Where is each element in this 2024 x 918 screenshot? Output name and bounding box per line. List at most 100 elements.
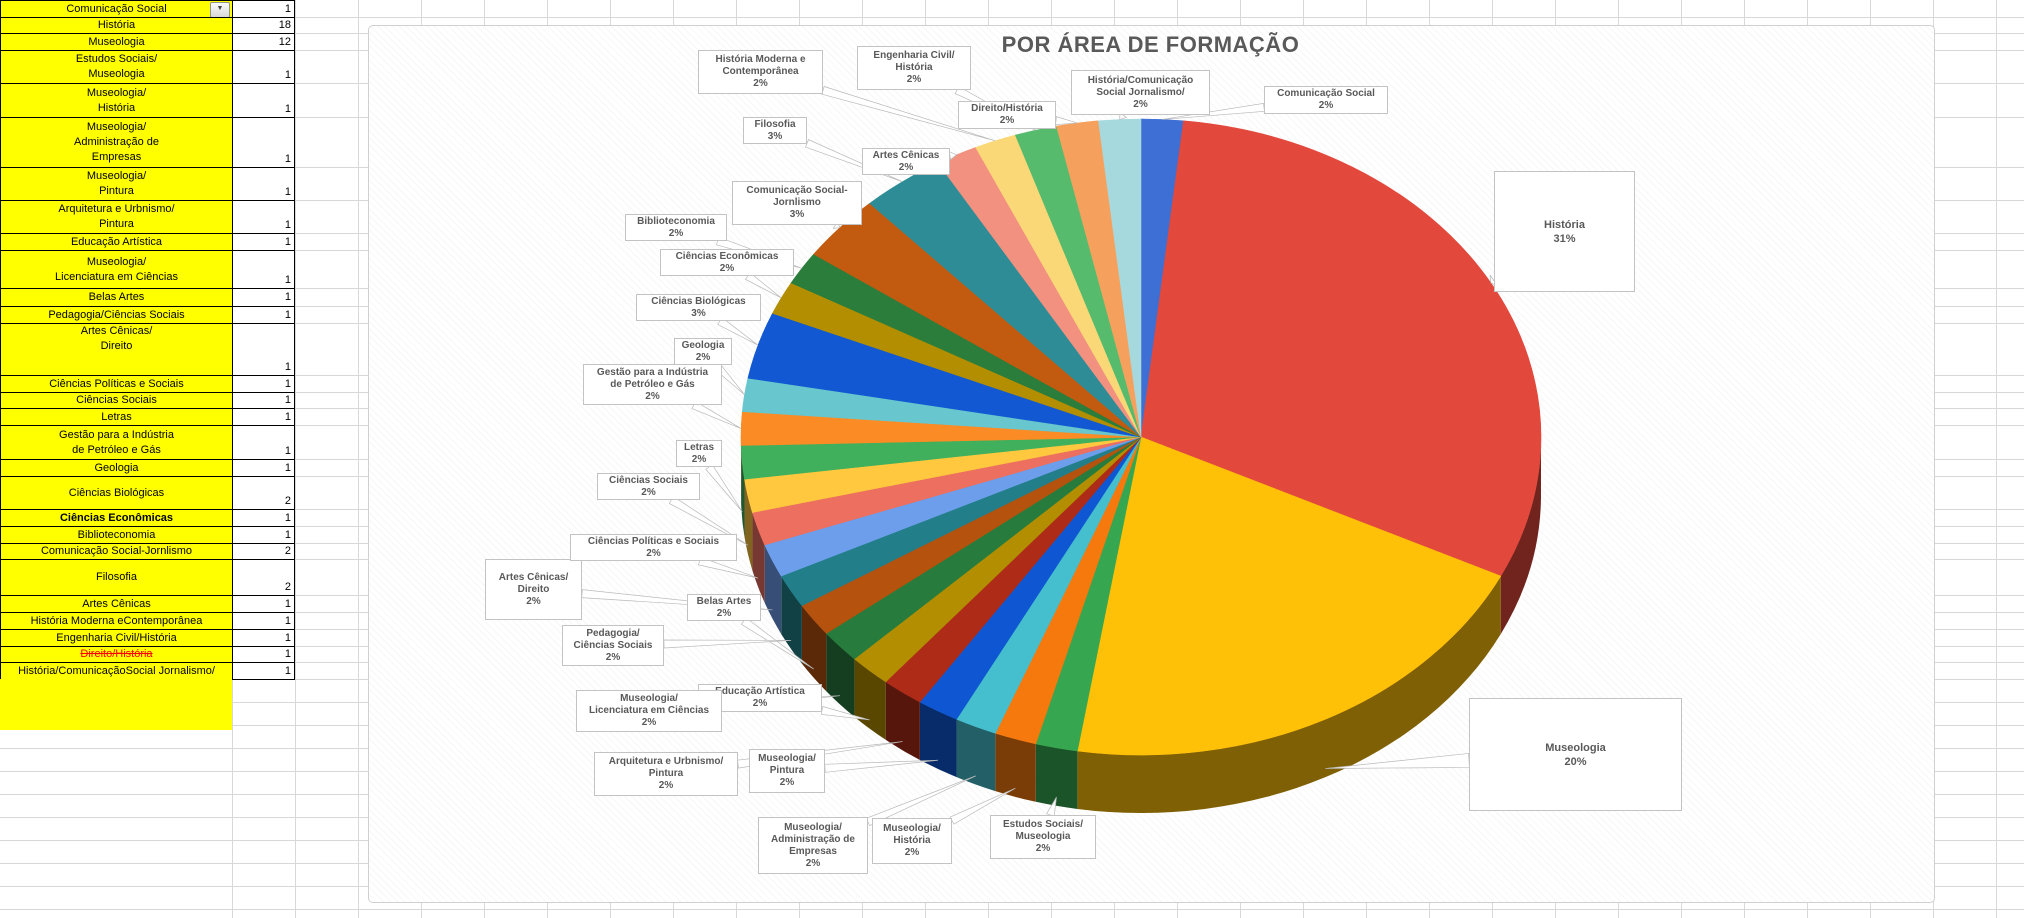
pie-slice-3[interactable] (1077, 436, 1502, 756)
count-cell[interactable]: 1 (232, 307, 295, 324)
pie-data-label-12[interactable]: Pedagogia/Ciências Sociais 2% (562, 625, 664, 666)
category-cell[interactable]: Engenharia Civil/História (0, 630, 232, 647)
count-value: 1 (284, 648, 291, 660)
category-cell[interactable]: Biblioteconomia (0, 527, 232, 544)
pie-data-label-26[interactable]: Engenharia Civil/História 2% (857, 46, 971, 90)
table-row: Museologia/Administração de Empresas 1 (0, 118, 295, 168)
category-cell[interactable]: Museologia/História (0, 84, 232, 118)
pie-data-label-18[interactable]: Geologia 2% (674, 338, 732, 365)
category-cell[interactable]: Arquitetura e Urbnismo/Pintura (0, 201, 232, 234)
count-cell[interactable]: 1 (232, 289, 295, 307)
pie-data-label-21[interactable]: Biblioteconomia 2% (625, 214, 727, 241)
table-row: Ciências Políticas e Sociais 1 (0, 376, 295, 393)
autofilter-dropdown-icon[interactable]: ▼ (210, 2, 230, 17)
count-cell[interactable]: 1 (232, 510, 295, 527)
category-cell[interactable]: História/ComunicaçãoSocial Jornalismo/ (0, 663, 232, 680)
count-cell[interactable]: 1 (232, 460, 295, 477)
count-cell[interactable]: 12 (232, 34, 295, 51)
chart-title[interactable]: POR ÁREA DE FORMAÇÃO (1001, 32, 1300, 57)
count-cell[interactable]: 1 (232, 647, 295, 663)
pie-data-label-19[interactable]: Ciências Biológicas 3% (636, 294, 761, 321)
category-cell[interactable]: Comunicação Social-Jornlismo (0, 544, 232, 560)
pie-data-label-20[interactable]: Ciências Econômicas 2% (660, 249, 794, 276)
pie-data-label-6[interactable]: Museologia/Administração de Empresas 2% (758, 817, 868, 874)
table-row: Ciências Econômicas 1 (0, 510, 295, 527)
category-cell[interactable]: Comunicação Social ▼ (0, 1, 232, 18)
category-cell[interactable]: Museologia/Licenciatura em Ciências (0, 251, 232, 289)
category-cell[interactable]: Ciências Biológicas (0, 477, 232, 510)
pie-data-label-13[interactable]: Artes Cênicas/Direito 2% (485, 559, 582, 620)
category-line: Administração de (74, 136, 159, 148)
category-line: História/ComunicaçãoSocial Jornalismo/ (18, 664, 215, 677)
pie-data-label-23[interactable]: Filosofia 3% (743, 117, 807, 144)
pie-data-label-27[interactable]: Direito/História 2% (958, 101, 1056, 129)
count-cell[interactable]: 1 (232, 426, 295, 460)
pie-data-label-10[interactable]: Museologia/Licenciatura em Ciências 2% (576, 690, 722, 732)
count-cell[interactable]: 1 (232, 118, 295, 168)
category-cell[interactable]: Letras (0, 409, 232, 426)
category-cell[interactable]: Estudos Sociais/Museologia (0, 51, 232, 84)
pie-data-label-15[interactable]: Ciências Sociais 2% (597, 473, 700, 500)
count-cell[interactable]: 2 (232, 544, 295, 560)
pie-data-label-16[interactable]: Letras 2% (676, 440, 722, 467)
count-cell[interactable]: 1 (232, 630, 295, 647)
pie-data-label-2[interactable]: História 31% (1494, 171, 1635, 292)
count-cell[interactable]: 1 (232, 234, 295, 251)
count-cell[interactable]: 1 (232, 324, 295, 376)
label-leader-line (744, 272, 782, 299)
category-line: de Petróleo e Gás (72, 443, 161, 456)
pie-data-label-25[interactable]: História Moderna e Contemporânea 2% (698, 50, 823, 94)
category-cell[interactable]: Filosofia (0, 560, 232, 596)
count-cell[interactable]: 1 (232, 663, 295, 680)
count-value: 1 (284, 461, 291, 474)
pie-data-label-22[interactable]: Comunicação Social- Jornlismo 3% (732, 181, 862, 225)
category-cell[interactable]: História (0, 18, 232, 34)
category-cell[interactable]: Educação Artística (0, 234, 232, 251)
category-cell[interactable]: Museologia (0, 34, 232, 51)
count-cell[interactable]: 1 (232, 168, 295, 201)
count-cell[interactable]: 1 (232, 376, 295, 393)
pie-data-label-24[interactable]: Artes Cênicas 2% (862, 148, 950, 175)
label-line: Museologia/ (883, 823, 941, 834)
count-cell[interactable]: 1 (232, 393, 295, 409)
pie-data-label-11[interactable]: Belas Artes 2% (687, 594, 761, 621)
pie-data-label-28[interactable]: História/Comunicação Social Jornalismo/2% (1071, 70, 1210, 115)
count-cell[interactable]: 18 (232, 18, 295, 34)
count-cell[interactable]: 1 (232, 51, 295, 84)
count-cell[interactable]: 1 (232, 409, 295, 426)
category-cell[interactable]: História Moderna eContemporânea (0, 613, 232, 630)
category-line: Licenciatura em Ciências (55, 270, 178, 283)
pie-data-label-8[interactable]: Arquitetura e Urbnismo/Pintura 2% (594, 752, 738, 796)
count-cell[interactable]: 1 (232, 527, 295, 544)
category-cell[interactable]: Gestão para a Indústria de Petróleo e Gás (0, 426, 232, 460)
pie-data-label-17[interactable]: Gestão para a Indústria de Petróleo e Gás… (583, 364, 722, 405)
count-cell[interactable]: 1 (232, 596, 295, 613)
pie-data-label-4[interactable]: Estudos Sociais/Museologia 2% (990, 815, 1096, 859)
table-row: Engenharia Civil/História 1 (0, 630, 295, 647)
count-cell[interactable]: 2 (232, 560, 295, 596)
count-cell[interactable]: 1 (232, 1, 295, 18)
pie-data-label-14[interactable]: Ciências Políticas e Sociais 2% (570, 534, 737, 561)
category-cell[interactable]: Artes Cênicas (0, 596, 232, 613)
category-cell[interactable]: Ciências Sociais (0, 393, 232, 409)
category-cell[interactable]: Ciências Políticas e Sociais (0, 376, 232, 393)
count-cell[interactable]: 1 (232, 251, 295, 289)
count-cell[interactable]: 1 (232, 201, 295, 234)
category-cell[interactable]: Ciências Econômicas (0, 510, 232, 527)
count-cell[interactable]: 1 (232, 84, 295, 118)
category-cell[interactable]: Geologia (0, 460, 232, 477)
category-cell[interactable]: Artes Cênicas/Direito (0, 324, 232, 376)
pie-data-label-7[interactable]: Museologia/Pintura 2% (749, 749, 825, 793)
category-cell[interactable]: Pedagogia/Ciências Sociais (0, 307, 232, 324)
count-cell[interactable]: 1 (232, 613, 295, 630)
count-cell[interactable]: 2 (232, 477, 295, 510)
category-line: História (97, 19, 136, 31)
category-cell[interactable]: Direito/História (0, 647, 232, 663)
category-cell[interactable]: Belas Artes (0, 289, 232, 307)
pie-data-label-5[interactable]: Museologia/História 2% (872, 818, 952, 864)
category-cell[interactable]: Museologia/Pintura (0, 168, 232, 201)
pie-data-label-3[interactable]: Museologia 20% (1469, 698, 1682, 811)
empty-yellow-block[interactable] (0, 679, 232, 730)
pie-data-label-1[interactable]: Comunicação Social 2% (1264, 86, 1388, 114)
category-cell[interactable]: Museologia/Administração de Empresas (0, 118, 232, 168)
